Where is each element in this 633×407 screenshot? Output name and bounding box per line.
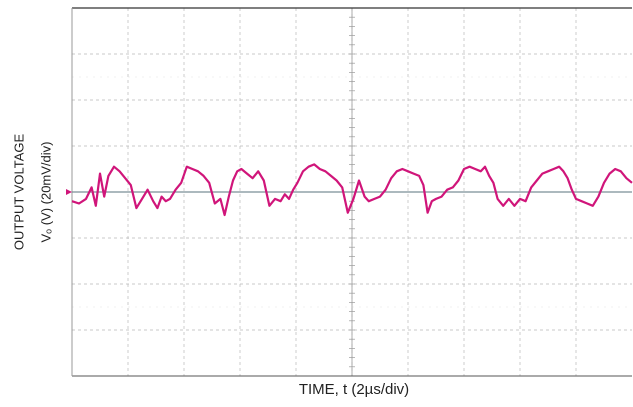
x-axis-label: TIME, t (2µs/div) [298,381,410,398]
output-voltage-trace [71,163,633,217]
trace-group [71,163,633,217]
y-axis-label-line2: Vₒ (V) (20mV/div) [38,141,54,243]
ground-marker-icon [66,189,72,195]
y-axis-label-line1: OUTPUT VOLTAGE [11,133,27,251]
